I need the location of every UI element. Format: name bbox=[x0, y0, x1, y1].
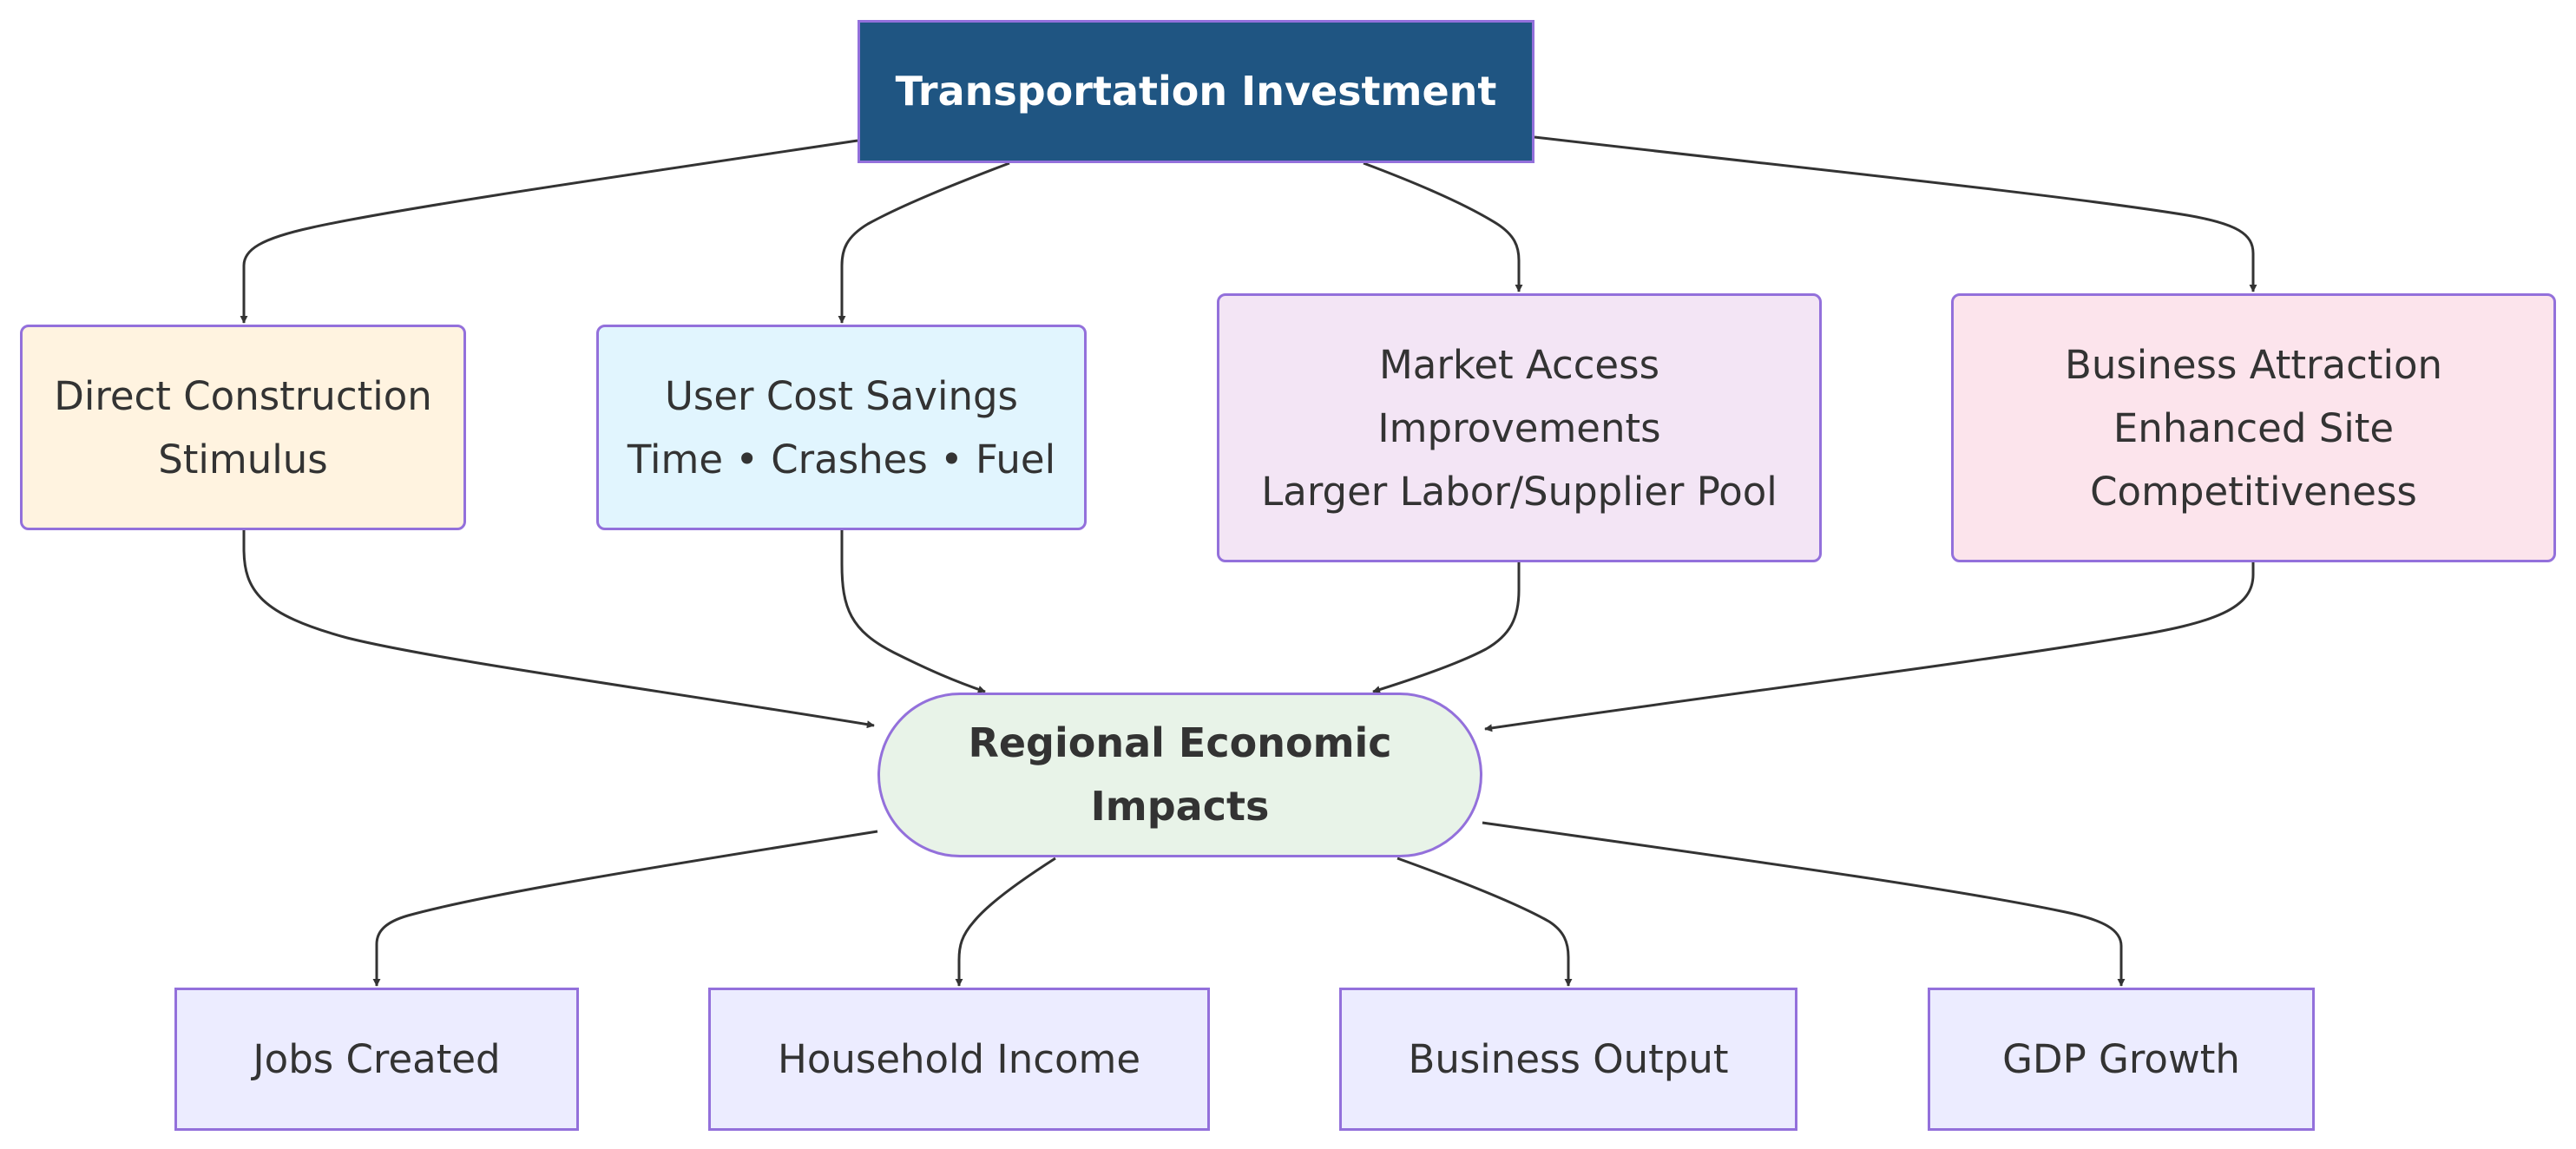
node-label: Time • Crashes • Fuel bbox=[627, 436, 1056, 483]
edge-investment-to-direct bbox=[240, 139, 858, 324]
node-label: Direct Construction bbox=[54, 372, 432, 419]
node-label: Enhanced Site bbox=[2113, 404, 2395, 451]
edge-regional-to-jobs bbox=[372, 830, 878, 987]
node-label: Transportation Investment bbox=[895, 68, 1497, 115]
node-label: Market Access bbox=[1378, 341, 1660, 388]
node-label: Stimulus bbox=[158, 436, 328, 483]
edge-user-to-regional bbox=[840, 530, 986, 693]
business-output-node: Business Output bbox=[1339, 988, 1797, 1131]
edge-investment-to-market bbox=[1363, 161, 1523, 292]
node-label: GDP Growth bbox=[2002, 1036, 2240, 1082]
edge-investment-to-user bbox=[838, 161, 1010, 324]
direct-construction-stimulus-node: Direct Construction Stimulus bbox=[20, 325, 466, 530]
edge-investment-to-business bbox=[1534, 135, 2257, 292]
node-label: Business Attraction bbox=[2064, 341, 2443, 388]
node-label: Regional Economic bbox=[968, 719, 1392, 766]
transportation-investment-node: Transportation Investment bbox=[858, 20, 1534, 163]
edge-regional-to-household bbox=[955, 857, 1056, 987]
jobs-created-node: Jobs Created bbox=[174, 988, 579, 1131]
node-label: Improvements bbox=[1377, 404, 1661, 451]
market-access-improvements-node: Market Access Improvements Larger Labor/… bbox=[1217, 293, 1822, 562]
gdp-growth-node: GDP Growth bbox=[1928, 988, 2315, 1131]
user-cost-savings-node: User Cost Savings Time • Crashes • Fuel bbox=[596, 325, 1087, 530]
node-label: User Cost Savings bbox=[664, 372, 1019, 419]
edge-direct-to-regional bbox=[242, 530, 875, 729]
edge-business-to-regional bbox=[1484, 562, 2255, 732]
household-income-node: Household Income bbox=[708, 988, 1210, 1131]
business-attraction-node: Business Attraction Enhanced Site Compet… bbox=[1951, 293, 2556, 562]
node-label: Competitiveness bbox=[2090, 468, 2417, 515]
node-label: Larger Labor/Supplier Pool bbox=[1261, 468, 1778, 515]
node-label: Jobs Created bbox=[253, 1036, 501, 1082]
edge-market-to-regional bbox=[1372, 562, 1521, 693]
edge-regional-to-gdp bbox=[1482, 821, 2126, 987]
edge-regional-to-output bbox=[1396, 857, 1573, 987]
regional-economic-impacts-node: Regional Economic Impacts bbox=[877, 693, 1482, 857]
node-label: Household Income bbox=[777, 1036, 1141, 1082]
node-label: Business Output bbox=[1408, 1036, 1729, 1082]
node-label: Impacts bbox=[1090, 783, 1270, 830]
